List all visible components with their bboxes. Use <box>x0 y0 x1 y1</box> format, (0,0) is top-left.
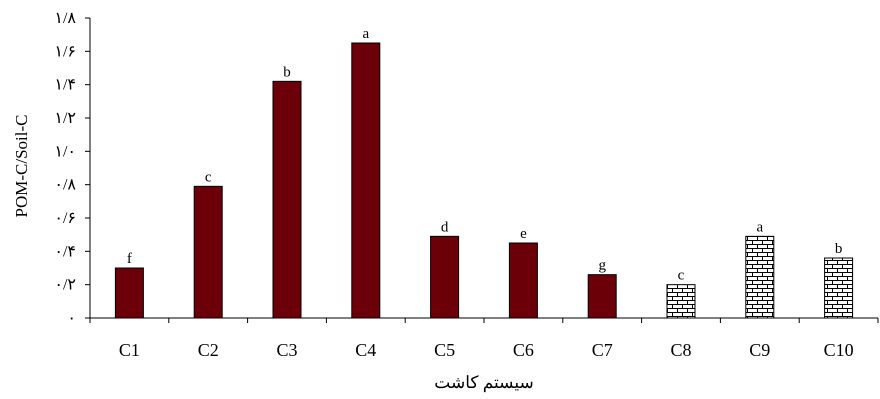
bar-C10 <box>824 257 854 319</box>
y-tick-label: ۱/۰ <box>54 143 76 160</box>
x-axis-title: سیستم کاشت <box>434 373 533 393</box>
significance-letter: c <box>205 169 212 185</box>
x-tick-label: C9 <box>749 340 770 360</box>
bar-C9 <box>745 235 775 319</box>
y-tick-label: ۱/۲ <box>54 110 76 127</box>
bar-C2 <box>193 185 223 319</box>
bar-C1 <box>114 267 144 319</box>
x-tick-label: C3 <box>276 340 297 360</box>
y-tick-label: ۰ <box>67 310 76 327</box>
y-axis-title: POM-C/Soil-C <box>12 115 31 218</box>
labels: ۰ ۰/۲ ۰/۴ ۰/۶ ۰/۸ ۱/۰ ۱/۲ ۱/۴ ۱/۶ ۱/۸ f C1 c C2 b C3 a C4… <box>54 10 853 360</box>
bar-C5 <box>430 235 460 319</box>
significance-letter: e <box>520 226 527 242</box>
y-tick-label: ۱/۸ <box>54 10 76 27</box>
y-tick-label: ۰/۸ <box>54 177 76 194</box>
bars <box>114 42 854 319</box>
y-tick-label: ۰/۶ <box>54 210 76 227</box>
x-tick-label: C10 <box>824 340 854 360</box>
significance-letter: a <box>362 26 369 42</box>
significance-letter: f <box>127 251 132 267</box>
y-tick-label: ۱/۴ <box>54 77 76 94</box>
significance-letter: c <box>678 268 685 284</box>
bar-C6 <box>508 242 538 319</box>
significance-letter: g <box>598 258 606 274</box>
bar-C4 <box>351 42 381 319</box>
bar-C3 <box>272 80 302 319</box>
significance-letter: b <box>835 241 843 257</box>
y-tick-label: ۱/۶ <box>54 43 76 60</box>
x-tick-label: C5 <box>434 340 455 360</box>
x-tick-label: C7 <box>592 340 613 360</box>
x-tick-label: C2 <box>198 340 219 360</box>
y-tick-label: ۰/۲ <box>54 277 76 294</box>
significance-letter: d <box>441 219 449 235</box>
y-tick-label: ۰/۴ <box>54 243 76 260</box>
x-tick-label: C4 <box>355 340 376 360</box>
bar-C8 <box>666 284 696 319</box>
significance-letter: b <box>283 64 291 80</box>
x-tick-label: C6 <box>513 340 534 360</box>
x-tick-label: C1 <box>119 340 140 360</box>
significance-letter: a <box>756 219 763 235</box>
x-tick-label: C8 <box>670 340 691 360</box>
bar-C7 <box>587 274 617 319</box>
